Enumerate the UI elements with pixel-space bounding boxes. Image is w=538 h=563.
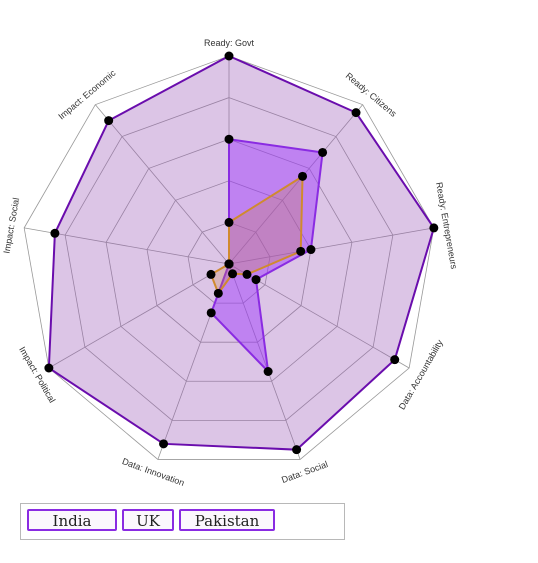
data-point-pakistan <box>243 270 252 279</box>
data-point-pakistan <box>206 270 215 279</box>
data-point-pakistan <box>296 247 305 256</box>
data-point-india <box>207 308 216 317</box>
data-point-uk <box>50 229 59 238</box>
data-point-uk <box>225 52 234 61</box>
data-point-india <box>252 275 261 284</box>
data-point-india <box>264 367 273 376</box>
data-point-pakistan <box>225 260 234 269</box>
legend-item-pakistan[interactable]: Pakistan <box>179 509 275 531</box>
axis-label: Impact: Economic <box>56 68 118 122</box>
data-point-pakistan <box>298 172 307 181</box>
radar-series <box>44 52 438 455</box>
legend-item-india[interactable]: India <box>27 509 117 531</box>
axis-label: Data: Social <box>280 459 329 485</box>
axis-label: Impact: Social <box>2 197 22 254</box>
legend-item-uk[interactable]: UK <box>122 509 174 531</box>
data-point-uk <box>429 223 438 232</box>
data-point-uk <box>104 116 113 125</box>
data-point-uk <box>159 439 168 448</box>
data-point-uk <box>44 364 53 373</box>
data-point-pakistan <box>214 289 223 298</box>
data-point-uk <box>352 108 361 117</box>
axis-label: Data: Innovation <box>121 456 186 488</box>
data-point-uk <box>390 355 399 364</box>
data-point-india <box>225 135 234 144</box>
axis-label: Ready: Govt <box>204 38 255 48</box>
legend: India UK Pakistan <box>20 503 345 540</box>
data-point-india <box>306 245 315 254</box>
data-point-uk <box>292 445 301 454</box>
data-point-india <box>318 148 327 157</box>
data-point-pakistan <box>228 269 237 278</box>
data-point-pakistan <box>225 218 234 227</box>
axis-label: Data: Accountability <box>397 338 445 412</box>
